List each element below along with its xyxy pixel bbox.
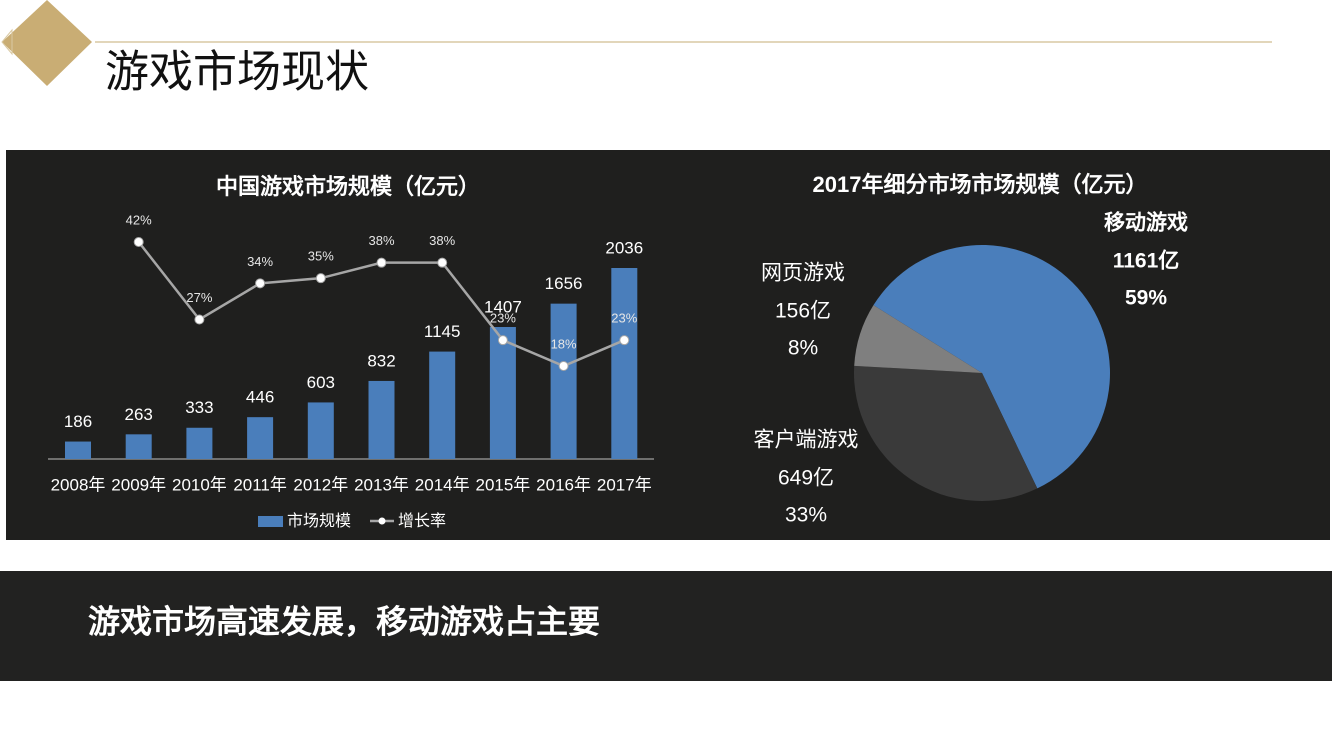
growth-point [315, 273, 326, 284]
bar [186, 427, 213, 459]
value-label: 333 [185, 398, 213, 417]
chart-title: 中国游戏市场规模（亿元） [216, 174, 480, 199]
growth-point [619, 335, 630, 346]
value-label: 446 [246, 388, 274, 407]
legend-label: 市场规模 [287, 512, 351, 530]
bar [125, 434, 152, 459]
slice-percent: 8% [788, 337, 818, 360]
x-tick-label: 2009年 [111, 475, 166, 494]
growth-label: 35% [308, 249, 334, 264]
legend-dot [378, 517, 386, 525]
x-tick-label: 2015年 [475, 475, 530, 494]
x-tick-label: 2014年 [415, 475, 470, 494]
x-tick-label: 2017年 [597, 475, 652, 494]
growth-point [376, 257, 387, 268]
slice-name: 网页游戏 [761, 262, 845, 285]
bar [611, 268, 638, 459]
banner [0, 571, 1332, 681]
growth-point [437, 257, 448, 268]
value-label: 1656 [545, 274, 583, 293]
slice-amount: 156亿 [775, 300, 831, 323]
legend-swatch [258, 516, 283, 527]
bar [489, 327, 516, 459]
page-title: 游戏市场现状 [105, 48, 369, 97]
slice-percent: 33% [785, 504, 827, 527]
x-tick-label: 2013年 [354, 475, 409, 494]
slice-amount: 1161亿 [1113, 249, 1180, 273]
legend-label: 增长率 [398, 512, 446, 530]
growth-label: 42% [126, 212, 152, 227]
value-label: 832 [367, 351, 395, 370]
growth-label: 18% [551, 336, 577, 351]
growth-point [194, 314, 205, 325]
slice-name: 移动游戏 [1104, 211, 1188, 235]
growth-label: 23% [490, 311, 516, 326]
slice-percent: 59% [1125, 287, 1167, 310]
growth-label: 34% [247, 254, 273, 269]
pie-slice [854, 365, 1038, 502]
value-label: 603 [307, 373, 335, 392]
value-label: 1145 [424, 322, 461, 341]
arrow [1, 28, 13, 56]
growth-label: 23% [611, 311, 637, 326]
x-tick-label: 2012年 [293, 475, 348, 494]
chart-title: 2017年细分市场市场规模（亿元） [813, 172, 1148, 197]
diamond [2, 0, 92, 86]
slice-name: 客户端游戏 [754, 429, 859, 452]
bar [368, 380, 395, 459]
slice-amount: 649亿 [778, 467, 834, 490]
growth-point [255, 278, 266, 289]
growth-label: 27% [186, 290, 212, 305]
banner-text: 游戏市场高速发展，移动游戏占主要 [88, 603, 600, 639]
pie-slice [854, 305, 982, 373]
value-label: 263 [125, 405, 153, 424]
value-label: 1407 [484, 297, 522, 316]
bar [429, 351, 456, 459]
chart-panel [4, 148, 1332, 542]
growth-point [497, 335, 508, 346]
growth-point [133, 237, 144, 247]
growth-label: 38% [368, 233, 394, 248]
x-tick-label: 2016年 [536, 475, 591, 494]
growth-label: 38% [429, 233, 455, 248]
x-tick-label: 2008年 [51, 475, 106, 494]
pie-slice [873, 245, 1110, 489]
x-tick-label: 2011年 [233, 475, 287, 494]
bar [307, 402, 334, 459]
bar [247, 417, 274, 459]
bar [65, 441, 91, 459]
value-label: 2036 [605, 238, 643, 257]
growth-point [558, 361, 569, 371]
bar [550, 303, 577, 459]
value-label: 186 [64, 412, 92, 431]
x-tick-label: 2010年 [172, 475, 227, 494]
